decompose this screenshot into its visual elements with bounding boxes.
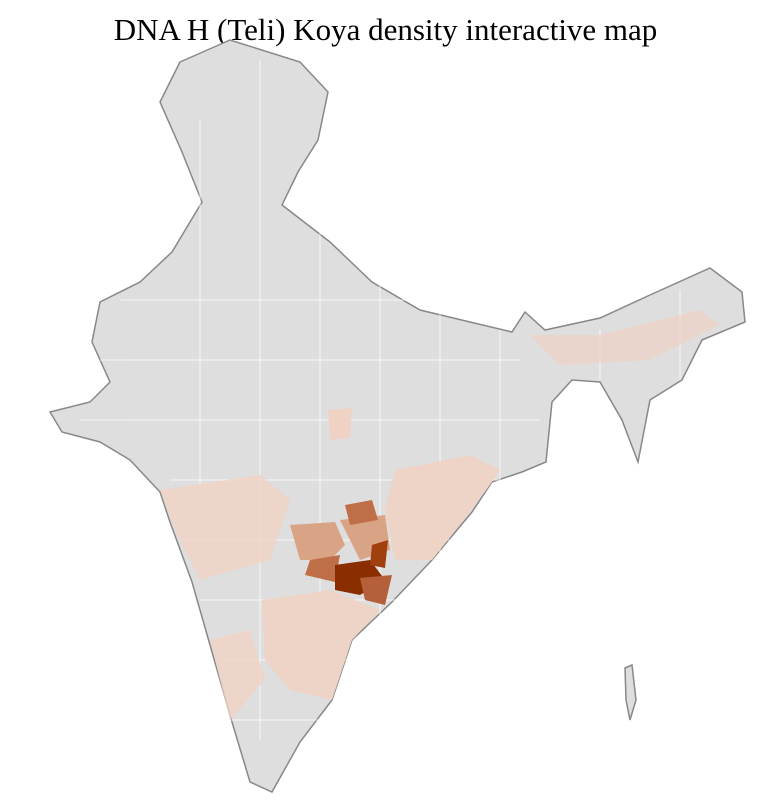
india-outline: [48, 39, 746, 793]
region-medium: [345, 500, 378, 525]
region-low-odisha: [385, 455, 500, 560]
region-low-maharashtra: [160, 475, 290, 580]
region-medium-low: [290, 522, 345, 560]
region-medium-3: [360, 575, 392, 605]
map-title: DNA H (Teli) Koya density interactive ma…: [113, 12, 658, 47]
region-medium-2: [305, 555, 340, 582]
region-low-karnataka: [210, 630, 265, 720]
region-low-andhra: [262, 590, 380, 700]
region-low-mp: [328, 408, 352, 440]
region-high-2: [370, 540, 388, 568]
region-low-northeast: [530, 310, 720, 365]
density-regions[interactable]: [160, 310, 720, 720]
